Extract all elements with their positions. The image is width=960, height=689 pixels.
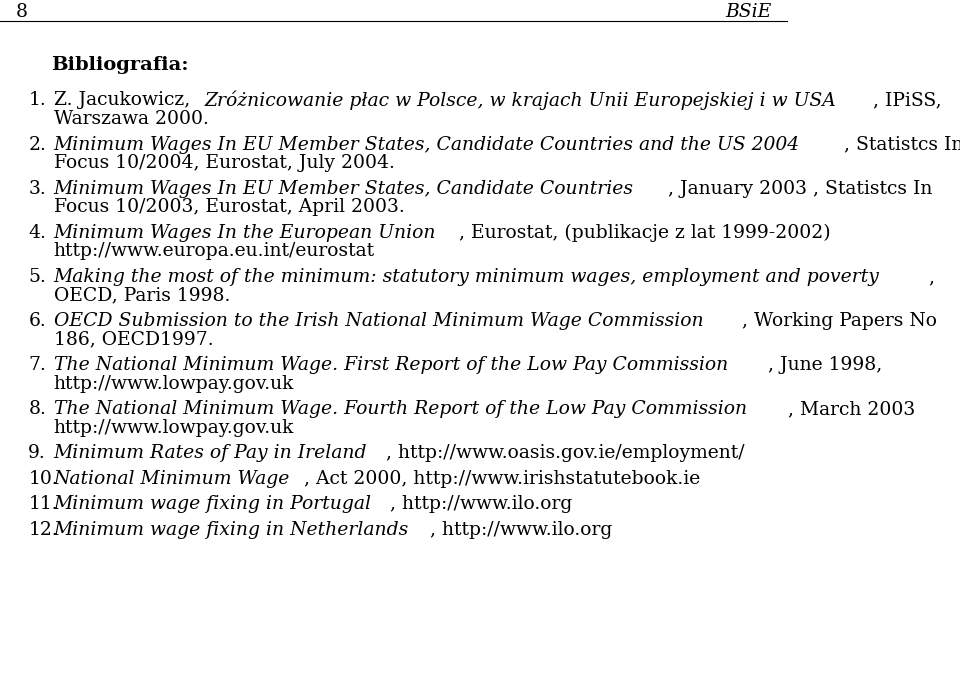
Text: 5.: 5. bbox=[29, 268, 46, 286]
Text: Z. Jacukowicz,: Z. Jacukowicz, bbox=[54, 91, 196, 109]
Text: 7.: 7. bbox=[29, 356, 46, 374]
Text: , June 1998,: , June 1998, bbox=[768, 356, 882, 374]
Text: http://www.europa.eu.int/eurostat: http://www.europa.eu.int/eurostat bbox=[54, 243, 374, 260]
Text: http://www.lowpay.gov.uk: http://www.lowpay.gov.uk bbox=[54, 375, 294, 393]
Text: , Eurostat, (publikacje z lat 1999-2002): , Eurostat, (publikacje z lat 1999-2002) bbox=[459, 224, 830, 242]
Text: Minimum wage fixing in Portugal: Minimum wage fixing in Portugal bbox=[54, 495, 372, 513]
Text: 11.: 11. bbox=[29, 495, 58, 513]
Text: 3.: 3. bbox=[29, 180, 46, 198]
Text: National Minimum Wage: National Minimum Wage bbox=[54, 470, 290, 488]
Text: , Statistcs In: , Statistcs In bbox=[844, 136, 960, 154]
Text: 12.: 12. bbox=[29, 521, 59, 539]
Text: , March 2003: , March 2003 bbox=[787, 400, 915, 418]
Text: , January 2003 , Statistcs In: , January 2003 , Statistcs In bbox=[668, 180, 932, 198]
Text: Zróżnicowanie płac w Polsce, w krajach Unii Europejskiej i w USA: Zróżnicowanie płac w Polsce, w krajach U… bbox=[204, 90, 836, 110]
Text: , Act 2000, http://www.irishstatutebook.ie: , Act 2000, http://www.irishstatutebook.… bbox=[304, 470, 700, 488]
Text: The National Minimum Wage. First Report of the Low Pay Commission: The National Minimum Wage. First Report … bbox=[54, 356, 728, 374]
Text: Minimum Wages In EU Member States, Candidate Countries and the US 2004: Minimum Wages In EU Member States, Candi… bbox=[54, 136, 800, 154]
Text: 1.: 1. bbox=[29, 91, 46, 109]
Text: , IPiSS,: , IPiSS, bbox=[874, 91, 942, 109]
Text: Making the most of the minimum: statutory minimum wages, employment and poverty: Making the most of the minimum: statutor… bbox=[54, 268, 879, 286]
Text: Focus 10/2003, Eurostat, April 2003.: Focus 10/2003, Eurostat, April 2003. bbox=[54, 198, 404, 216]
Text: Minimum Wages In EU Member States, Candidate Countries: Minimum Wages In EU Member States, Candi… bbox=[54, 180, 634, 198]
Text: , http://www.ilo.org: , http://www.ilo.org bbox=[430, 521, 612, 539]
Text: 8: 8 bbox=[15, 3, 28, 21]
Text: 6.: 6. bbox=[29, 312, 46, 330]
Text: Minimum wage fixing in Netherlands: Minimum wage fixing in Netherlands bbox=[54, 521, 409, 539]
Text: Focus 10/2004, Eurostat, July 2004.: Focus 10/2004, Eurostat, July 2004. bbox=[54, 154, 395, 172]
Text: 10.: 10. bbox=[29, 470, 59, 488]
Text: ,: , bbox=[928, 268, 934, 286]
Text: Minimum Rates of Pay in Ireland: Minimum Rates of Pay in Ireland bbox=[54, 444, 367, 462]
Text: , Working Papers No: , Working Papers No bbox=[741, 312, 937, 330]
Text: http://www.lowpay.gov.uk: http://www.lowpay.gov.uk bbox=[54, 419, 294, 437]
Text: 8.: 8. bbox=[29, 400, 46, 418]
Text: Minimum Wages In the European Union: Minimum Wages In the European Union bbox=[54, 224, 436, 242]
Text: 4.: 4. bbox=[29, 224, 46, 242]
Text: , http://www.ilo.org: , http://www.ilo.org bbox=[391, 495, 572, 513]
Text: 2.: 2. bbox=[29, 136, 46, 154]
Text: OECD Submission to the Irish National Minimum Wage Commission: OECD Submission to the Irish National Mi… bbox=[54, 312, 704, 330]
Text: , http://www.oasis.gov.ie/employment/: , http://www.oasis.gov.ie/employment/ bbox=[386, 444, 744, 462]
Text: Warszawa 2000.: Warszawa 2000. bbox=[54, 110, 208, 127]
Text: The National Minimum Wage. Fourth Report of the Low Pay Commission: The National Minimum Wage. Fourth Report… bbox=[54, 400, 747, 418]
Text: 9.: 9. bbox=[29, 444, 46, 462]
Text: 186, OECD1997.: 186, OECD1997. bbox=[54, 331, 213, 349]
Text: OECD, Paris 1998.: OECD, Paris 1998. bbox=[54, 287, 230, 305]
Text: Bibliografia:: Bibliografia: bbox=[51, 56, 189, 74]
Text: BSiE: BSiE bbox=[726, 3, 772, 21]
